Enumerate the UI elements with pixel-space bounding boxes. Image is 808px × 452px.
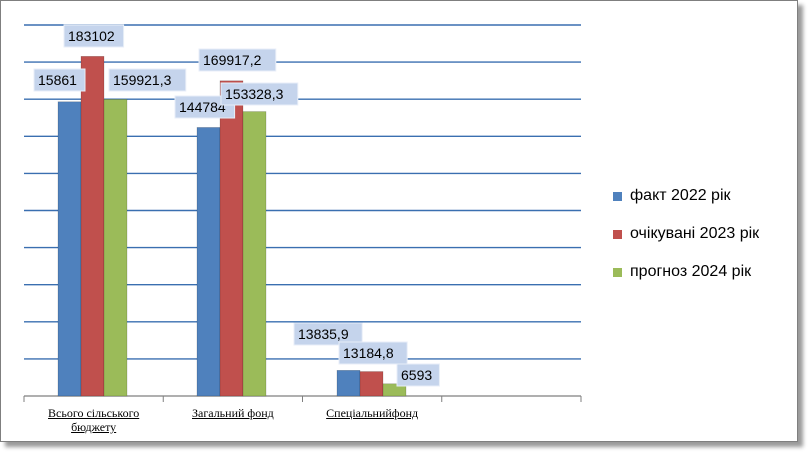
legend-label: факт 2022 рік xyxy=(630,187,731,204)
legend-item: факт 2022 рік xyxy=(613,177,759,215)
bar xyxy=(219,80,244,397)
category-label: Загальний фонд xyxy=(192,406,274,420)
data-label: 144784 xyxy=(174,95,236,119)
data-label: 15861 xyxy=(33,68,86,92)
data-label: 169917,2 xyxy=(198,48,277,72)
data-label: 159921,3 xyxy=(108,68,187,92)
bar xyxy=(359,371,384,397)
category-label: Всього сільського бюджету xyxy=(48,406,140,434)
data-label-box xyxy=(396,363,440,387)
data-label-box xyxy=(108,68,187,92)
chart-frame: 15861 144784 13835,9 183102 169917,2 13184,8 1… xyxy=(0,0,798,442)
data-label-text: 153328,3 xyxy=(225,86,284,102)
data-label: 183102 xyxy=(63,24,125,48)
category-label: Спеціальнийфонд xyxy=(326,406,419,420)
data-label: 13835,9 xyxy=(293,322,363,346)
bar xyxy=(80,56,105,397)
data-label-text: 13835,9 xyxy=(298,326,349,342)
legend-swatch xyxy=(613,191,622,201)
legend-item: прогноз 2024 рік xyxy=(613,253,759,291)
legend-label: очікувані 2023 рік xyxy=(630,225,760,242)
legend-label: прогноз 2024 рік xyxy=(630,263,752,280)
data-label-box xyxy=(174,95,236,119)
legend-swatch xyxy=(613,267,622,277)
data-label-text: 159921,3 xyxy=(113,72,172,88)
data-label-box xyxy=(33,68,86,92)
bar xyxy=(196,127,221,397)
bar xyxy=(242,111,267,397)
legend-item: очікувані 2023 рік xyxy=(613,215,759,253)
legend: факт 2022 рік очікувані 2023 рік прогноз 2… xyxy=(613,177,759,291)
bar xyxy=(336,370,361,397)
data-label-text: 13184,8 xyxy=(343,345,394,361)
data-label-text: 15861 xyxy=(38,72,77,88)
data-label-text: 6593 xyxy=(401,367,432,383)
data-label: 153328,3 xyxy=(220,82,299,106)
bar xyxy=(57,101,82,397)
legend-swatch xyxy=(613,229,622,239)
data-label-text: 169917,2 xyxy=(203,52,262,68)
data-label: 13184,8 xyxy=(338,341,408,365)
data-label-text: 183102 xyxy=(68,28,115,44)
data-label-box xyxy=(338,341,408,365)
data-label: 6593 xyxy=(396,363,440,387)
data-label-box xyxy=(198,48,277,72)
bar xyxy=(382,383,407,397)
data-label-text: 144784 xyxy=(179,99,226,115)
data-label-box xyxy=(220,82,299,106)
data-label-box xyxy=(293,322,363,346)
data-label-box xyxy=(63,24,125,48)
bar xyxy=(103,99,128,397)
bar-chart: 15861 144784 13835,9 183102 169917,2 13184,8 1… xyxy=(23,24,582,402)
